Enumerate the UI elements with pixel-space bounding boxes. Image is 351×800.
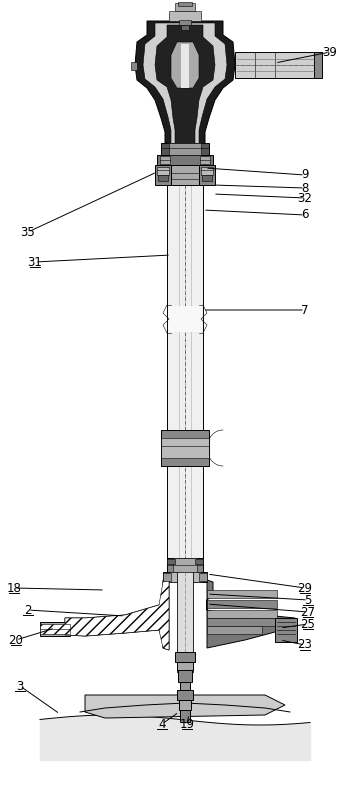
Polygon shape — [143, 23, 227, 150]
Text: 19: 19 — [179, 718, 194, 730]
Bar — [202, 175, 212, 181]
Bar — [207, 600, 277, 608]
Bar — [163, 573, 171, 581]
Text: 29: 29 — [298, 582, 312, 594]
Bar — [161, 430, 209, 466]
Bar — [177, 572, 193, 672]
Bar — [181, 25, 189, 30]
Bar — [169, 11, 201, 21]
Bar — [200, 156, 210, 164]
Text: 32: 32 — [298, 191, 312, 205]
Text: 4: 4 — [158, 718, 166, 730]
Bar — [207, 590, 277, 598]
Bar — [275, 618, 297, 642]
Text: 6: 6 — [301, 209, 309, 222]
Bar — [177, 662, 193, 670]
Bar — [179, 700, 191, 710]
Bar — [155, 165, 171, 185]
Bar — [199, 165, 215, 185]
Text: 31: 31 — [28, 255, 42, 269]
Text: 23: 23 — [298, 638, 312, 651]
Bar — [40, 622, 70, 636]
Text: 20: 20 — [8, 634, 24, 646]
Polygon shape — [85, 695, 285, 718]
Bar — [177, 690, 193, 700]
Bar — [180, 682, 190, 690]
Text: 18: 18 — [7, 582, 21, 594]
Text: 2: 2 — [24, 603, 32, 617]
Bar — [167, 185, 203, 560]
Bar — [181, 44, 189, 88]
Bar — [195, 559, 203, 564]
Bar — [207, 610, 277, 618]
Bar — [167, 558, 203, 572]
Text: 39: 39 — [323, 46, 337, 58]
Polygon shape — [171, 42, 199, 88]
Polygon shape — [65, 580, 169, 650]
Text: 25: 25 — [300, 618, 316, 630]
Text: 3: 3 — [16, 679, 24, 693]
Bar — [235, 52, 320, 78]
Bar — [171, 165, 199, 185]
Bar — [178, 2, 192, 6]
Bar — [169, 143, 201, 155]
Bar — [157, 167, 169, 175]
Bar — [314, 52, 322, 78]
Bar — [180, 710, 190, 722]
Text: 9: 9 — [301, 169, 309, 182]
Polygon shape — [65, 580, 169, 650]
Bar — [131, 62, 137, 70]
Polygon shape — [135, 21, 235, 150]
Text: 8: 8 — [301, 182, 309, 194]
Text: 5: 5 — [304, 594, 312, 606]
Text: 35: 35 — [21, 226, 35, 238]
Text: 27: 27 — [300, 606, 316, 618]
Bar — [168, 306, 202, 332]
Bar — [207, 626, 262, 634]
Bar — [167, 559, 175, 564]
Bar — [158, 175, 168, 181]
Bar — [163, 572, 207, 582]
Bar — [175, 3, 195, 11]
Bar — [179, 20, 191, 25]
Bar — [199, 573, 207, 581]
Bar — [173, 558, 197, 572]
Bar — [169, 572, 201, 582]
Bar — [175, 652, 195, 662]
Polygon shape — [207, 580, 295, 648]
Bar — [161, 438, 209, 458]
Bar — [201, 167, 213, 175]
Bar — [157, 155, 213, 165]
Bar — [40, 624, 70, 634]
Polygon shape — [155, 25, 215, 150]
Bar — [161, 143, 209, 155]
Bar — [207, 618, 277, 626]
Bar — [178, 670, 192, 682]
Bar — [160, 156, 170, 164]
Text: 7: 7 — [301, 303, 309, 317]
